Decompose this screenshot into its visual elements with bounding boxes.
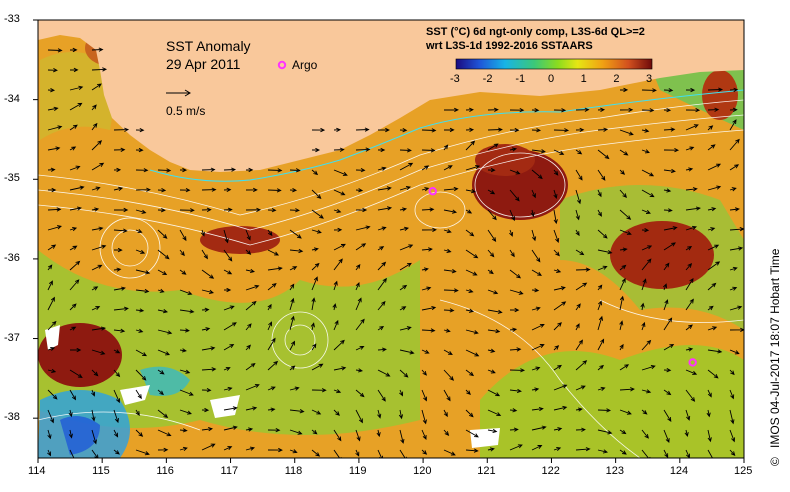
y-tick-label: -36 xyxy=(4,251,20,264)
colorbar-tick-label: -2 xyxy=(482,73,493,85)
argo-legend-icon xyxy=(277,60,287,70)
y-tick-label: -35 xyxy=(4,172,20,185)
colorbar-tick-label: 0 xyxy=(548,73,555,85)
colorbar xyxy=(455,58,653,70)
argo-legend-label: Argo xyxy=(292,58,318,72)
map-date: 29 Apr 2011 xyxy=(166,56,241,72)
colorbar-tick-label: 3 xyxy=(646,73,653,85)
x-tick-label: 125 xyxy=(734,465,753,477)
copyright-symbol: © xyxy=(768,457,782,466)
x-tick-label: 118 xyxy=(284,465,303,477)
x-tick-label: 115 xyxy=(92,465,110,477)
y-tick-label: -34 xyxy=(4,92,20,105)
argo-float-marker xyxy=(428,187,437,196)
colorbar-tick-label: -1 xyxy=(515,73,526,85)
vector-scale-label: 0.5 m/s xyxy=(166,104,206,118)
colorbar-tick-label: -3 xyxy=(450,73,460,85)
x-tick-label: 116 xyxy=(156,465,174,477)
argo-float-marker xyxy=(688,358,697,367)
colorbar-tick-label: 2 xyxy=(613,73,620,85)
x-tick-label: 117 xyxy=(220,465,239,477)
colorbar-title-1: SST (°C) 6d ngt-only comp, L3S-6d QL>=2 xyxy=(426,26,645,38)
x-tick-label: 123 xyxy=(605,465,624,477)
x-tick-label: 119 xyxy=(348,465,367,477)
y-tick-label: -33 xyxy=(4,13,20,25)
colorbar-tick-label: 1 xyxy=(580,73,587,85)
map-title: SST Anomaly xyxy=(166,38,251,54)
x-tick-label: 114 xyxy=(28,465,46,477)
y-tick-label: -38 xyxy=(4,411,20,424)
x-tick-label: 122 xyxy=(541,465,560,477)
colorbar-title-2: wrt L3S-1d 1992-2016 SSTAARS xyxy=(426,40,593,52)
x-tick-label: 124 xyxy=(669,465,689,477)
x-tick-label: 121 xyxy=(477,465,496,477)
y-tick-label: -37 xyxy=(4,331,20,344)
anomaly-field xyxy=(38,20,744,458)
x-tick-label: 120 xyxy=(413,465,432,477)
imos-credit: IMOS 04-Jul-2017 18:07 Hobart Time xyxy=(768,248,782,448)
map-frame xyxy=(37,19,745,459)
land-mass xyxy=(38,20,744,172)
